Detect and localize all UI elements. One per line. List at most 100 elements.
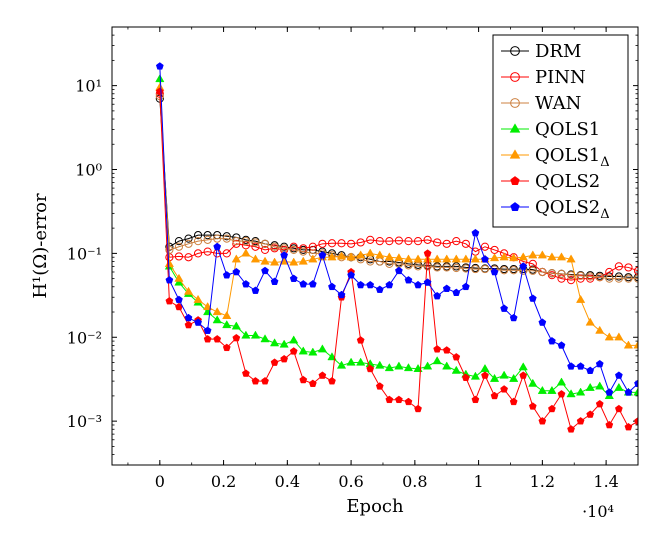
data-point-qols2 <box>251 377 260 385</box>
data-point-qols2 <box>548 404 556 413</box>
data-point-qols2 <box>509 397 518 406</box>
data-point-qols2 <box>270 277 279 285</box>
data-point-qols1 <box>413 254 423 263</box>
series-layer <box>155 62 638 433</box>
data-point-pinn <box>576 274 585 283</box>
tick-labels-layer: 0 0.2 0.4 0.6 0.8 1 1.2 1.4 10⁻³ 10⁻² 10⁻¹ 10⁰ 10¹ <box>67 77 619 491</box>
data-point-qols2 <box>461 282 470 291</box>
data-point-qols2 <box>175 295 183 304</box>
data-point-qols1 <box>164 258 174 267</box>
data-point-qols2 <box>490 391 499 400</box>
legend-label: QOLS1 <box>535 119 600 140</box>
data-point-qols2 <box>356 336 365 344</box>
legend-label: WAN <box>535 93 581 114</box>
data-point-drm <box>184 234 193 243</box>
data-point-qols2 <box>184 313 193 322</box>
data-point-wan <box>452 263 461 273</box>
data-point-wan <box>193 237 203 246</box>
data-point-qols1 <box>174 273 184 282</box>
y-tick-label: 10⁻² <box>67 328 102 347</box>
data-point-qols2 <box>481 371 489 379</box>
data-point-qols2 <box>289 347 298 355</box>
data-point-qols1 <box>384 252 394 261</box>
data-point-qols1 <box>509 373 519 382</box>
x-axis-label: Epoch <box>346 496 404 517</box>
data-point-qols1 <box>375 250 385 259</box>
legend-item-wan: WAN <box>501 93 581 114</box>
data-point-qols2 <box>481 255 489 263</box>
data-point-wan <box>366 257 375 266</box>
data-point-wan <box>547 269 557 278</box>
data-point-pinn <box>624 263 633 272</box>
data-point-pinn <box>375 237 384 246</box>
data-point-qols2 <box>232 333 241 342</box>
data-point-pinn <box>174 252 184 261</box>
data-point-qols2 <box>366 280 375 289</box>
x-tick-label: 0 <box>155 472 165 491</box>
data-point-wan <box>614 274 623 283</box>
data-point-qols2 <box>242 369 250 377</box>
data-point-qols2 <box>328 282 336 291</box>
x-tick-label: 0.4 <box>275 472 300 491</box>
data-point-qols1 <box>422 361 433 370</box>
data-point-qols2 <box>270 358 279 366</box>
x-tick-label: 1 <box>474 472 484 491</box>
series-qols1 <box>155 74 638 400</box>
data-point-pinn <box>461 239 470 248</box>
data-point-pinn <box>346 239 356 248</box>
data-point-qols2 <box>203 335 212 343</box>
data-point-qols1 <box>317 344 328 353</box>
series-qols2 <box>155 62 638 396</box>
data-point-qols2 <box>538 318 547 326</box>
data-point-wan <box>222 234 231 243</box>
data-point-qols2 <box>414 404 422 413</box>
data-point-wan <box>595 273 604 282</box>
legend-item-pinn: PINN <box>501 67 586 88</box>
data-point-qols2 <box>595 399 604 408</box>
data-point-qols2 <box>261 266 269 275</box>
data-point-qols2 <box>385 280 394 289</box>
data-point-qols2 <box>634 417 638 425</box>
data-point-wan <box>260 239 270 248</box>
data-point-qols2 <box>155 62 164 70</box>
data-point-qols1 <box>336 360 347 369</box>
data-point-qols2 <box>404 397 413 406</box>
data-point-qols1 <box>489 373 500 382</box>
data-point-qols2 <box>538 417 547 425</box>
data-point-qols1 <box>298 346 308 355</box>
data-point-qols2 <box>490 267 499 276</box>
data-point-pinn <box>193 249 203 258</box>
y-tick-label: 10⁰ <box>75 161 102 180</box>
data-point-pinn <box>557 274 566 283</box>
data-point-qols1 <box>212 307 222 316</box>
data-point-qols2 <box>404 276 413 284</box>
data-point-qols1 <box>327 352 337 361</box>
x-tick-label: 1.2 <box>530 472 555 491</box>
data-point-pinn <box>404 237 413 246</box>
data-point-qols2 <box>395 266 403 275</box>
data-point-qols1 <box>595 325 605 334</box>
data-point-qols1 <box>432 254 442 263</box>
data-point-qols1 <box>556 252 567 261</box>
data-point-wan <box>500 266 509 275</box>
data-point-qols2 <box>519 371 528 379</box>
data-point-wan <box>433 263 442 272</box>
data-point-qols2 <box>308 280 317 288</box>
data-point-qols2 <box>318 251 327 259</box>
data-point-qols1 <box>442 254 452 263</box>
data-point-qols1 <box>537 385 547 394</box>
data-point-qols1 <box>518 252 528 261</box>
data-point-pinn <box>633 266 638 275</box>
data-point-qols1 <box>250 330 261 339</box>
data-point-qols1 <box>585 317 595 326</box>
data-point-wan <box>442 263 451 272</box>
data-point-qols2 <box>509 313 518 322</box>
data-point-qols1 <box>308 347 318 356</box>
legend-label: QOLS2 <box>535 171 600 192</box>
data-point-pinn <box>318 239 327 248</box>
data-point-drm <box>203 231 212 240</box>
legend-swatch-marker <box>510 46 520 56</box>
data-point-qols2 <box>433 291 442 300</box>
series-qols2 <box>155 87 638 433</box>
data-point-qols2 <box>299 375 308 384</box>
